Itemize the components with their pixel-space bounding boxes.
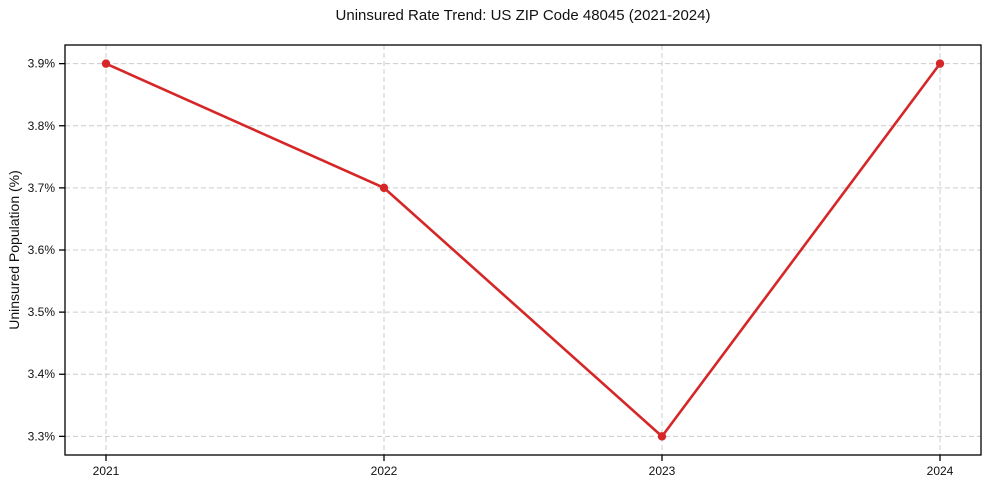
y-tick-label: 3.6% xyxy=(28,243,56,257)
y-tick-label: 3.3% xyxy=(28,429,56,443)
x-tick-label: 2023 xyxy=(649,464,676,478)
y-tick-label: 3.7% xyxy=(28,181,56,195)
chart-title: Uninsured Rate Trend: US ZIP Code 48045 … xyxy=(335,7,711,24)
data-point-marker xyxy=(379,183,389,193)
x-tick-label: 2022 xyxy=(371,464,398,478)
data-point-marker xyxy=(935,59,945,68)
data-point-marker xyxy=(101,59,111,68)
trend-line xyxy=(104,62,942,438)
x-tick-label: 2024 xyxy=(927,464,954,478)
y-tick-label: 3.9% xyxy=(28,57,56,71)
y-tick-label: 3.5% xyxy=(28,305,56,319)
y-tick-label: 3.4% xyxy=(28,367,56,381)
y-tick-label: 3.8% xyxy=(28,119,56,133)
x-tick-label: 2021 xyxy=(93,464,120,478)
data-point-marker xyxy=(657,432,667,441)
